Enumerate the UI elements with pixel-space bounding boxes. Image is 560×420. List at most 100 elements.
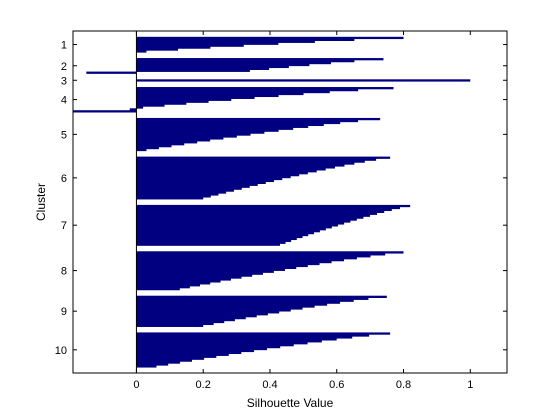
silhouette-bar-cluster-5 <box>136 129 279 132</box>
silhouette-bar-cluster-7 <box>136 214 371 217</box>
silhouette-bar-cluster-10 <box>136 345 281 349</box>
silhouette-bar-cluster-7 <box>136 206 400 210</box>
silhouette-bar-cluster-4 <box>136 104 165 107</box>
silhouette-bar-cluster-7 <box>136 222 345 225</box>
silhouette-bar-cluster-7 <box>136 226 332 229</box>
silhouette-bar-cluster-1 <box>136 46 211 49</box>
silhouette-bar-cluster-5 <box>136 127 294 130</box>
silhouette-bar-cluster-10 <box>136 351 242 355</box>
silhouette-bar-cluster-6 <box>136 175 291 179</box>
silhouette-bar-cluster-7 <box>136 230 320 233</box>
silhouette-bar-cluster-6 <box>136 193 219 196</box>
silhouette-bar-cluster-4 <box>73 110 137 113</box>
silhouette-bar-cluster-9 <box>136 307 303 310</box>
silhouette-bar-cluster-10 <box>136 340 322 343</box>
silhouette-bar-cluster-2 <box>136 69 250 72</box>
silhouette-bar-cluster-8 <box>136 280 221 283</box>
y-tick-label: 6 <box>61 173 67 185</box>
silhouette-bar-cluster-2 <box>136 65 289 69</box>
silhouette-bar-cluster-8 <box>136 253 386 256</box>
silhouette-bar-cluster-8 <box>136 255 371 258</box>
silhouette-bar-cluster-9 <box>136 318 235 322</box>
silhouette-bar-cluster-7 <box>136 235 303 239</box>
silhouette-bar-cluster-5 <box>136 131 265 134</box>
x-tick-label: 1 <box>467 379 473 391</box>
silhouette-bar-cluster-10 <box>136 334 370 337</box>
silhouette-bar-cluster-6 <box>136 168 326 171</box>
silhouette-bar-cluster-8 <box>136 259 345 262</box>
silhouette-bar-cluster-2 <box>136 61 331 65</box>
silhouette-bar-cluster-5 <box>136 125 309 128</box>
y-axis: 1 2 3 4 5 6 7 8 9 10 <box>55 40 507 357</box>
silhouette-bar-cluster-6 <box>136 162 355 165</box>
bars-group <box>73 36 471 368</box>
silhouette-bar-cluster-6 <box>136 172 308 175</box>
silhouette-bar-cluster-8 <box>136 278 231 281</box>
y-tick-label: 1 <box>61 40 67 52</box>
silhouette-bar-cluster-9 <box>136 301 341 304</box>
silhouette-bar-cluster-8 <box>136 270 274 273</box>
x-tick-label: 0 <box>133 379 139 391</box>
silhouette-bar-cluster-2 <box>86 71 137 74</box>
silhouette-bar-cluster-5 <box>136 148 147 152</box>
silhouette-bar-cluster-6 <box>136 187 242 190</box>
silhouette-bar-cluster-7 <box>136 216 364 219</box>
y-tick-label: 10 <box>55 345 67 357</box>
silhouette-bar-cluster-6 <box>136 195 211 198</box>
silhouette-bar-cluster-2 <box>136 63 310 67</box>
silhouette-bar-cluster-8 <box>136 266 297 270</box>
y-tick-label: 3 <box>61 75 67 87</box>
silhouette-bar-cluster-10 <box>136 332 391 335</box>
silhouette-bar-cluster-8 <box>136 276 242 279</box>
x-tick-label: 0.6 <box>329 379 344 391</box>
silhouette-bar-cluster-9 <box>136 316 246 320</box>
silhouette-bar-cluster-9 <box>136 295 387 298</box>
silhouette-bar-cluster-5 <box>136 133 251 136</box>
y-tick-label: 9 <box>61 306 67 318</box>
silhouette-bar-cluster-10 <box>136 338 337 341</box>
silhouette-bar-cluster-5 <box>136 143 185 146</box>
silhouette-bar-cluster-8 <box>136 284 201 287</box>
silhouette-bar-cluster-9 <box>136 311 280 314</box>
silhouette-bar-cluster-2 <box>136 67 270 70</box>
silhouette-bar-cluster-4 <box>136 102 187 105</box>
silhouette-bar-cluster-7 <box>136 204 411 208</box>
silhouette-bar-cluster-1 <box>136 36 404 40</box>
silhouette-bar-cluster-4 <box>136 106 144 109</box>
x-axis-label: Silhouette Value <box>247 396 334 410</box>
x-tick-label: 0.8 <box>396 379 411 391</box>
silhouette-bar-cluster-4 <box>136 92 304 96</box>
silhouette-bar-cluster-1 <box>136 44 244 47</box>
silhouette-bar-cluster-6 <box>136 191 227 194</box>
y-axis-label: Cluster <box>34 183 48 221</box>
silhouette-bar-cluster-7 <box>136 212 378 215</box>
silhouette-bar-cluster-7 <box>136 224 338 227</box>
silhouette-bar-cluster-5 <box>136 121 341 125</box>
silhouette-bar-cluster-7 <box>136 208 392 212</box>
silhouette-bar-cluster-9 <box>136 320 225 324</box>
silhouette-bar-cluster-3 <box>136 79 471 82</box>
silhouette-bar-cluster-9 <box>136 303 328 306</box>
silhouette-bar-cluster-7 <box>136 231 315 235</box>
silhouette-bar-cluster-6 <box>136 173 300 177</box>
silhouette-bar-cluster-7 <box>136 237 297 241</box>
silhouette-bar-cluster-4 <box>129 108 137 111</box>
silhouette-bar-cluster-5 <box>136 139 211 142</box>
silhouette-bar-cluster-10 <box>136 347 268 351</box>
silhouette-bar-cluster-8 <box>136 257 357 260</box>
silhouette-bar-cluster-4 <box>136 96 255 99</box>
silhouette-bar-cluster-7 <box>136 228 326 231</box>
silhouette-bar-cluster-10 <box>136 342 308 345</box>
silhouette-bar-cluster-10 <box>136 359 193 362</box>
silhouette-bar-cluster-1 <box>136 48 179 51</box>
silhouette-bar-cluster-5 <box>136 146 159 150</box>
silhouette-bar-cluster-6 <box>136 170 317 173</box>
silhouette-bar-cluster-4 <box>136 98 232 101</box>
x-axis: 0 0.2 0.4 0.6 0.8 1 <box>133 31 473 391</box>
silhouette-bar-cluster-4 <box>136 88 359 92</box>
silhouette-bar-cluster-4 <box>136 100 209 103</box>
x-tick-label: 0.2 <box>196 379 211 391</box>
silhouette-bar-cluster-6 <box>136 189 234 192</box>
plot-frame <box>72 30 508 374</box>
